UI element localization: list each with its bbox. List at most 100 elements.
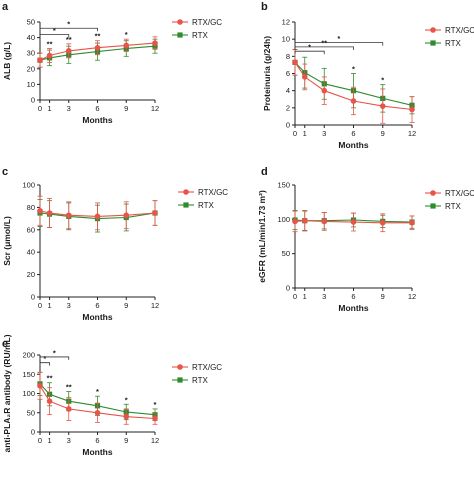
y-axis-label: ALB (g/L) bbox=[2, 42, 12, 80]
comparison-bracket bbox=[294, 50, 325, 55]
x-tick-label: 12 bbox=[408, 129, 416, 138]
data-point-circle bbox=[123, 212, 130, 219]
data-point-circle bbox=[152, 210, 158, 216]
legend-swatch-square bbox=[430, 40, 436, 46]
x-tick-label: 3 bbox=[322, 129, 326, 138]
x-tick-label: 6 bbox=[95, 104, 99, 113]
data-point-circle bbox=[409, 219, 415, 226]
legend: RTX/GC RTX bbox=[425, 189, 474, 211]
x-tick-label: 12 bbox=[151, 436, 159, 445]
x-tick-label: 0 bbox=[38, 301, 42, 310]
legend-label: RTX/GC bbox=[445, 189, 474, 198]
legend-swatch-circle bbox=[177, 19, 183, 25]
x-tick-label: 3 bbox=[67, 436, 71, 445]
y-tick-label: 0 bbox=[31, 293, 35, 302]
x-tick-label: 9 bbox=[381, 292, 385, 301]
legend-swatch-circle bbox=[430, 27, 436, 33]
y-tick-label: 10 bbox=[282, 35, 290, 44]
legend-swatch-circle bbox=[177, 364, 183, 370]
data-point-circle bbox=[292, 218, 298, 225]
y-tick-label: 150 bbox=[22, 370, 35, 379]
x-tick-label: 6 bbox=[95, 436, 99, 445]
y-tick-label: 6 bbox=[286, 69, 290, 78]
y-tick-label: 0 bbox=[31, 428, 35, 437]
data-point-circle bbox=[152, 415, 158, 422]
y-tick-label: 100 bbox=[22, 181, 35, 190]
legend-label: RTX/GC bbox=[192, 363, 222, 372]
data-point-circle bbox=[292, 59, 298, 66]
bracket-significance-label: * bbox=[53, 26, 56, 35]
legend: RTX/GC RTX bbox=[172, 363, 222, 385]
x-axis-label: Months bbox=[82, 447, 112, 457]
legend-swatch-square bbox=[183, 202, 189, 208]
series-rtxgc bbox=[37, 36, 158, 68]
x-axis-label: Months bbox=[82, 312, 112, 322]
series-rtxgc bbox=[37, 195, 158, 231]
legend-label: RTX bbox=[192, 31, 209, 40]
significance-mark: * bbox=[125, 30, 128, 39]
legend-label: RTX bbox=[198, 201, 215, 210]
x-tick-label: 1 bbox=[47, 436, 51, 445]
data-point-circle bbox=[379, 219, 386, 226]
bracket-significance-label: * bbox=[53, 348, 56, 357]
y-tick-label: 80 bbox=[27, 203, 35, 212]
data-point-circle bbox=[46, 210, 53, 216]
series-rtxgc bbox=[37, 371, 158, 425]
y-tick-label: 12 bbox=[282, 18, 290, 27]
significance-mark: ** bbox=[66, 35, 72, 44]
x-tick-label: 12 bbox=[151, 301, 159, 310]
y-axis-label: eGFR (mL/min/1.73 m²) bbox=[257, 190, 267, 283]
data-point-circle bbox=[37, 57, 43, 64]
y-axis-label: anti-PLA₂R antibody (RU/mL) bbox=[2, 334, 12, 452]
legend-swatch-square bbox=[177, 377, 183, 383]
data-point-circle bbox=[123, 42, 130, 49]
legend-label: RTX bbox=[192, 376, 209, 385]
x-tick-label: 6 bbox=[95, 301, 99, 310]
data-point-circle bbox=[379, 103, 386, 109]
legend: RTX/GC RTX bbox=[425, 26, 474, 48]
data-point-circle bbox=[350, 98, 357, 104]
significance-mark: * bbox=[125, 395, 128, 404]
legend: RTX/GC RTX bbox=[178, 188, 228, 210]
y-tick-label: 2 bbox=[286, 103, 290, 112]
comparison-bracket bbox=[39, 362, 50, 366]
significance-mark: ** bbox=[47, 40, 53, 49]
x-tick-label: 0 bbox=[38, 104, 42, 113]
data-point-circle bbox=[301, 74, 308, 80]
comparison-bracket bbox=[39, 34, 70, 38]
x-tick-label: 0 bbox=[38, 436, 42, 445]
data-point-circle bbox=[301, 217, 308, 224]
x-tick-label: 0 bbox=[293, 129, 297, 138]
legend-swatch-square bbox=[430, 203, 436, 209]
x-tick-label: 9 bbox=[124, 301, 128, 310]
significance-mark: * bbox=[381, 76, 384, 85]
significance-mark: ** bbox=[66, 383, 72, 392]
data-point-circle bbox=[321, 87, 328, 94]
legend-label: RTX bbox=[445, 202, 462, 211]
legend-swatch-circle bbox=[430, 190, 436, 196]
y-tick-label: 60 bbox=[27, 225, 35, 234]
x-tick-label: 9 bbox=[124, 104, 128, 113]
comparison-bracket bbox=[39, 27, 98, 32]
y-tick-label: 200 bbox=[22, 351, 35, 360]
x-axis-label: Months bbox=[338, 140, 368, 150]
x-tick-label: 6 bbox=[351, 129, 355, 138]
y-tick-label: 100 bbox=[277, 215, 290, 224]
x-tick-label: 1 bbox=[303, 129, 307, 138]
y-tick-label: 150 bbox=[277, 181, 290, 190]
data-point-circle bbox=[37, 383, 43, 389]
y-tick-label: 40 bbox=[27, 33, 35, 42]
y-tick-label: 10 bbox=[27, 80, 35, 89]
data-point-circle bbox=[94, 213, 101, 220]
legend-label: RTX/GC bbox=[198, 188, 228, 197]
bracket-significance-label: * bbox=[67, 20, 70, 29]
x-tick-label: 12 bbox=[408, 292, 416, 301]
legend-swatch-circle bbox=[183, 189, 189, 195]
legend-swatch-square bbox=[177, 32, 183, 38]
x-tick-label: 9 bbox=[124, 436, 128, 445]
panel-label: d bbox=[261, 166, 268, 178]
